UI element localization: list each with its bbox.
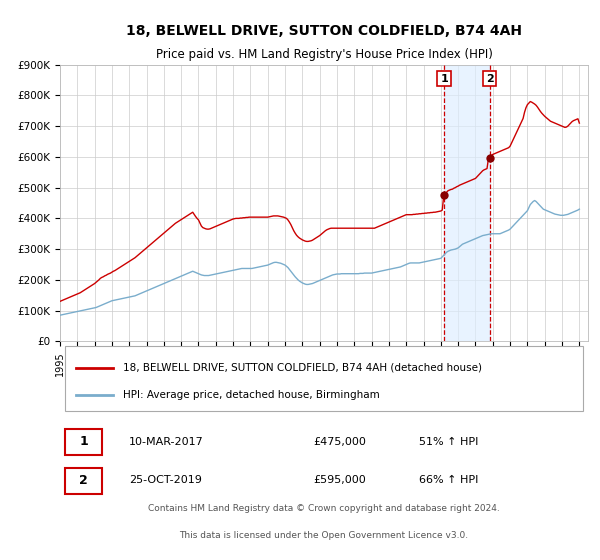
Text: Price paid vs. HM Land Registry's House Price Index (HPI): Price paid vs. HM Land Registry's House … xyxy=(155,48,493,61)
Text: 1: 1 xyxy=(440,73,448,83)
Text: Contains HM Land Registry data © Crown copyright and database right 2024.: Contains HM Land Registry data © Crown c… xyxy=(148,505,500,514)
Text: 2: 2 xyxy=(486,73,494,83)
Text: 51% ↑ HPI: 51% ↑ HPI xyxy=(419,437,478,447)
Text: £595,000: £595,000 xyxy=(313,475,366,485)
Bar xyxy=(444,65,490,342)
FancyBboxPatch shape xyxy=(65,468,102,494)
FancyBboxPatch shape xyxy=(65,430,102,455)
Text: 66% ↑ HPI: 66% ↑ HPI xyxy=(419,475,478,485)
Text: This data is licensed under the Open Government Licence v3.0.: This data is licensed under the Open Gov… xyxy=(179,531,469,540)
Text: £475,000: £475,000 xyxy=(313,437,367,447)
Text: 2: 2 xyxy=(79,474,88,487)
Text: HPI: Average price, detached house, Birmingham: HPI: Average price, detached house, Birm… xyxy=(124,390,380,400)
Text: 18, BELWELL DRIVE, SUTTON COLDFIELD, B74 4AH (detached house): 18, BELWELL DRIVE, SUTTON COLDFIELD, B74… xyxy=(124,362,482,372)
Text: 25-OCT-2019: 25-OCT-2019 xyxy=(128,475,202,485)
Text: 10-MAR-2017: 10-MAR-2017 xyxy=(128,437,203,447)
Text: 1: 1 xyxy=(79,435,88,448)
Text: 18, BELWELL DRIVE, SUTTON COLDFIELD, B74 4AH: 18, BELWELL DRIVE, SUTTON COLDFIELD, B74… xyxy=(126,24,522,38)
FancyBboxPatch shape xyxy=(65,346,583,410)
